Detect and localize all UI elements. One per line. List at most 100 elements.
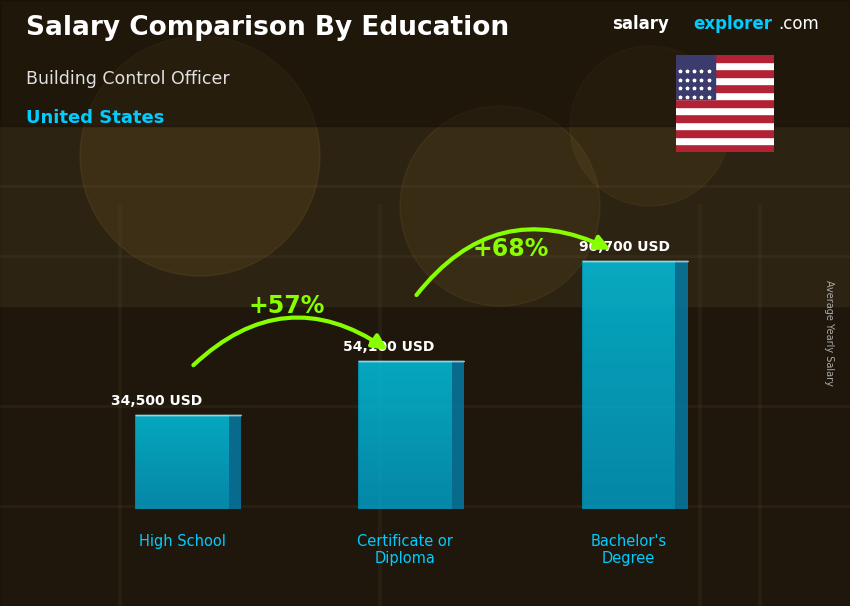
- Bar: [581, 393, 675, 397]
- Bar: [581, 344, 675, 347]
- Bar: [135, 416, 229, 418]
- Bar: [581, 327, 675, 331]
- Bar: [359, 361, 452, 363]
- Bar: [581, 360, 675, 364]
- Circle shape: [80, 36, 320, 276]
- Bar: [359, 479, 452, 482]
- Bar: [581, 443, 675, 447]
- Bar: [581, 285, 675, 290]
- Bar: [135, 495, 229, 496]
- Bar: [581, 315, 675, 319]
- Bar: [359, 413, 452, 415]
- Bar: [135, 493, 229, 495]
- Bar: [359, 433, 452, 435]
- Bar: [135, 504, 229, 506]
- Circle shape: [400, 106, 600, 306]
- Bar: [581, 319, 675, 322]
- Bar: [581, 381, 675, 385]
- Bar: [135, 487, 229, 488]
- Bar: [581, 464, 675, 468]
- Bar: [581, 389, 675, 393]
- FancyArrowPatch shape: [193, 318, 383, 365]
- Text: Average Yearly Salary: Average Yearly Salary: [824, 281, 834, 386]
- Bar: [676, 122, 774, 129]
- Bar: [135, 438, 229, 440]
- Bar: [135, 421, 229, 422]
- Text: 90,700 USD: 90,700 USD: [580, 239, 671, 254]
- Bar: [676, 84, 774, 92]
- Text: 54,100 USD: 54,100 USD: [343, 340, 434, 354]
- Bar: [581, 405, 675, 410]
- Bar: [135, 460, 229, 462]
- Bar: [676, 114, 774, 122]
- Text: United States: United States: [26, 109, 164, 127]
- Bar: [135, 467, 229, 468]
- Bar: [359, 442, 452, 445]
- Bar: [581, 459, 675, 464]
- Bar: [135, 507, 229, 509]
- Circle shape: [570, 46, 730, 206]
- Bar: [359, 422, 452, 425]
- Bar: [581, 290, 675, 294]
- Bar: [359, 371, 452, 373]
- Bar: [359, 366, 452, 368]
- Bar: [581, 447, 675, 451]
- Bar: [359, 454, 452, 457]
- Bar: [135, 479, 229, 481]
- Bar: [135, 456, 229, 457]
- Bar: [135, 471, 229, 473]
- Bar: [581, 468, 675, 471]
- Bar: [581, 496, 675, 501]
- Bar: [581, 488, 675, 493]
- Bar: [581, 426, 675, 430]
- Bar: [359, 393, 452, 395]
- Bar: [359, 459, 452, 462]
- Bar: [581, 269, 675, 273]
- Bar: [359, 504, 452, 507]
- Bar: [135, 449, 229, 451]
- Bar: [359, 435, 452, 438]
- Bar: [359, 457, 452, 459]
- Bar: [135, 446, 229, 448]
- Bar: [359, 398, 452, 401]
- Bar: [676, 77, 774, 84]
- Bar: [359, 438, 452, 440]
- Bar: [581, 505, 675, 509]
- Bar: [359, 482, 452, 484]
- Bar: [581, 351, 675, 356]
- Bar: [359, 381, 452, 383]
- Bar: [581, 335, 675, 339]
- Bar: [359, 401, 452, 403]
- Text: +68%: +68%: [472, 237, 548, 261]
- Bar: [0, 0, 850, 306]
- Text: Building Control Officer: Building Control Officer: [26, 70, 230, 88]
- Bar: [135, 459, 229, 460]
- Bar: [359, 376, 452, 378]
- Bar: [359, 465, 452, 467]
- Bar: [135, 448, 229, 449]
- Bar: [359, 474, 452, 477]
- Bar: [359, 427, 452, 430]
- Bar: [581, 261, 675, 265]
- Bar: [135, 425, 229, 427]
- Bar: [359, 373, 452, 376]
- Bar: [581, 368, 675, 372]
- Bar: [359, 499, 452, 502]
- Bar: [581, 265, 675, 269]
- Bar: [135, 474, 229, 476]
- Bar: [359, 418, 452, 420]
- Bar: [135, 424, 229, 425]
- Bar: [359, 445, 452, 447]
- Bar: [581, 372, 675, 376]
- Bar: [581, 476, 675, 480]
- Bar: [135, 418, 229, 419]
- Bar: [135, 468, 229, 470]
- Bar: [135, 491, 229, 493]
- Bar: [135, 432, 229, 433]
- Bar: [581, 310, 675, 315]
- Bar: [359, 395, 452, 398]
- Bar: [676, 92, 774, 99]
- Bar: [359, 484, 452, 487]
- Bar: [135, 490, 229, 491]
- Bar: [135, 476, 229, 478]
